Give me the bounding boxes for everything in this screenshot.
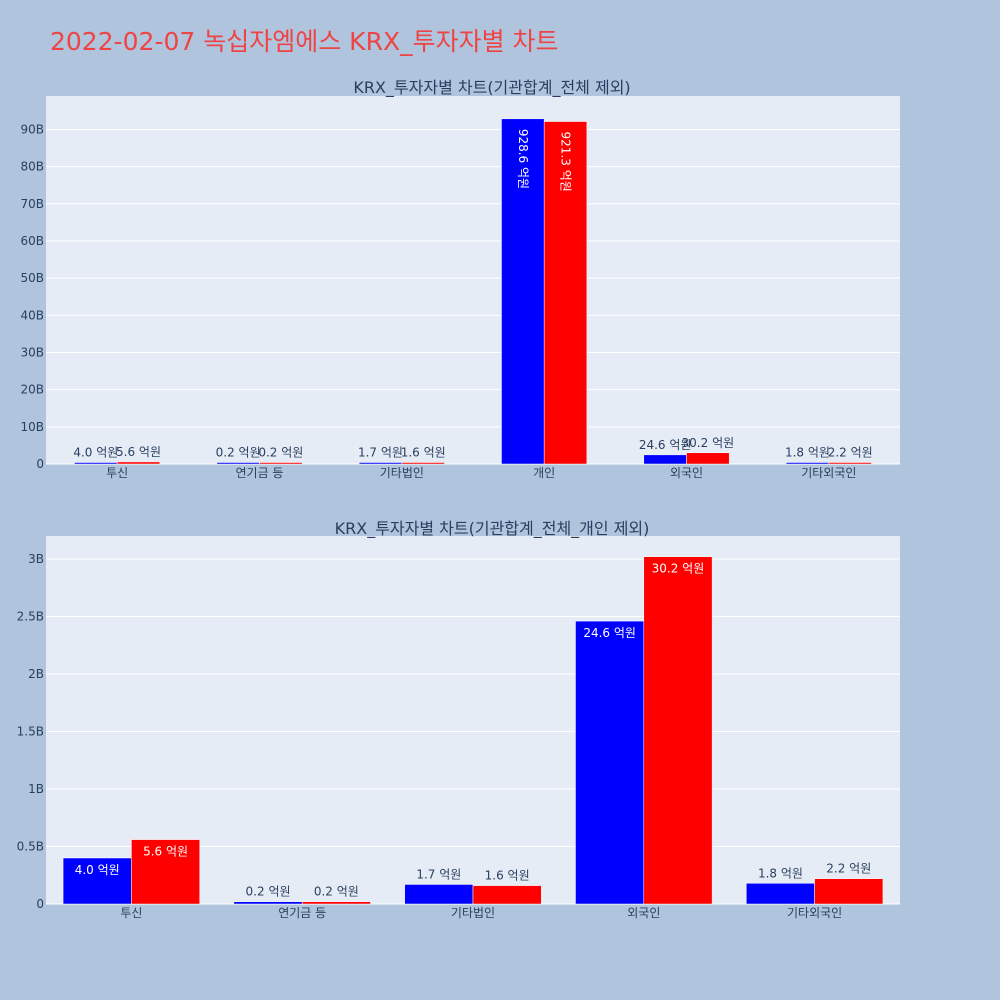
bottom-bar — [814, 878, 884, 905]
bottom-y-tick-label: 2.5B — [17, 610, 44, 624]
chart-top: KRX_투자자별 차트(기관합계_전체 제외) 0 10B 20B 30B 40B 50B 6… — [20, 78, 900, 480]
top-y-tick-label: 40B — [20, 308, 44, 322]
top-bar-label: 30.2 억원 — [682, 436, 735, 450]
top-x-tick-label: 기타법인 — [380, 466, 424, 480]
chart-bottom: KRX_투자자별 차트(기관합계_전체_개인 제외) 0 0.5B 1B 1.5B 2B 2… — [17, 519, 900, 920]
bottom-bar — [131, 839, 200, 905]
bottom-x-tick-label: 기타외국인 — [787, 906, 842, 920]
bottom-bar — [575, 620, 645, 905]
top-y-tick-label: 0 — [36, 457, 44, 471]
bottom-y-tick-label: 3B — [28, 552, 44, 566]
bottom-bar-label: 1.8 억원 — [758, 866, 803, 880]
top-y-tick-label: 60B — [20, 234, 44, 248]
top-y-tick-label: 20B — [20, 383, 44, 397]
top-bar-label: 1.7 억원 — [358, 446, 403, 460]
top-bar — [828, 462, 872, 465]
top-x-tick-label: 개인 — [533, 466, 555, 480]
top-bar — [785, 462, 830, 465]
bottom-chart-title: KRX_투자자별 차트(기관합계_전체_개인 제외) — [335, 519, 650, 539]
bottom-bar-label: 4.0 억원 — [75, 863, 120, 877]
bottom-bar — [233, 901, 303, 905]
bottom-x-tick-label: 기타법인 — [451, 906, 495, 920]
top-y-tick-label: 30B — [20, 345, 44, 359]
bottom-bar — [746, 883, 815, 905]
top-bar-label: 2.2 억원 — [828, 446, 873, 460]
bottom-bar-label: 2.2 억원 — [826, 862, 871, 876]
top-bar-label: 5.6 억원 — [116, 445, 161, 459]
bottom-bar-label: 5.6 억원 — [143, 845, 188, 859]
bottom-bar-label: 1.6 억원 — [485, 869, 530, 883]
top-bar-label: 921.3 억원 — [559, 132, 573, 192]
top-bar — [643, 454, 687, 465]
bottom-x-tick-label: 외국인 — [627, 906, 660, 920]
top-bar-label: 0.2 억원 — [216, 446, 261, 460]
top-bar-label: 0.2 억원 — [258, 446, 303, 460]
top-bar-label: 928.6 억원 — [516, 129, 530, 189]
bottom-bar — [62, 857, 132, 905]
bottom-y-tick-label: 0 — [36, 897, 44, 911]
top-y-tick-label: 70B — [20, 197, 44, 211]
bottom-bar — [643, 556, 713, 905]
top-bar — [358, 462, 403, 465]
top-bar-label: 24.6 억원 — [639, 438, 692, 452]
bottom-bar-label: 0.2 억원 — [314, 885, 359, 899]
top-bar — [401, 462, 445, 465]
top-y-tick-label: 10B — [20, 420, 44, 434]
bottom-x-tick-label: 투신 — [120, 906, 142, 920]
bottom-x-tick-label: 연기금 등 — [278, 906, 326, 920]
bottom-bar — [404, 884, 474, 905]
top-bar — [116, 461, 161, 465]
top-bar-label: 1.8 억원 — [785, 446, 830, 460]
top-bar — [216, 462, 260, 465]
bottom-bar-label: 1.7 억원 — [416, 867, 461, 881]
top-chart-title: KRX_투자자별 차트(기관합계_전체 제외) — [353, 78, 630, 98]
bottom-y-tick-label: 1.5B — [17, 725, 44, 739]
top-bar — [74, 462, 118, 465]
bottom-y-tick-label: 0.5B — [17, 840, 44, 854]
top-x-tick-label: 기타외국인 — [801, 466, 856, 480]
top-plot-area — [46, 96, 900, 464]
top-y-tick-label: 80B — [20, 160, 44, 174]
top-x-tick-label: 외국인 — [670, 466, 703, 480]
top-x-tick-label: 투신 — [106, 466, 128, 480]
top-x-tick-label: 연기금 등 — [236, 466, 284, 480]
bottom-bar-label: 30.2 억원 — [652, 562, 705, 576]
top-bar — [259, 462, 303, 465]
top-y-tick-label: 50B — [20, 271, 44, 285]
top-bar — [543, 121, 588, 465]
top-bar-label: 4.0 억원 — [73, 446, 118, 460]
bottom-y-tick-label: 2B — [28, 667, 44, 681]
top-bar — [501, 118, 545, 465]
page-title: 2022-02-07 녹십자엠에스 KRX_투자자별 차트 — [50, 27, 559, 56]
bottom-bar — [301, 901, 371, 905]
bottom-bar-label: 24.6 억원 — [583, 626, 636, 640]
top-y-tick-label: 90B — [20, 122, 44, 136]
bottom-bar — [472, 885, 542, 905]
top-bar-label: 1.6 억원 — [401, 446, 446, 460]
bottom-bar-label: 0.2 억원 — [246, 885, 291, 899]
top-bar — [686, 452, 730, 465]
bottom-y-tick-label: 1B — [28, 782, 44, 796]
